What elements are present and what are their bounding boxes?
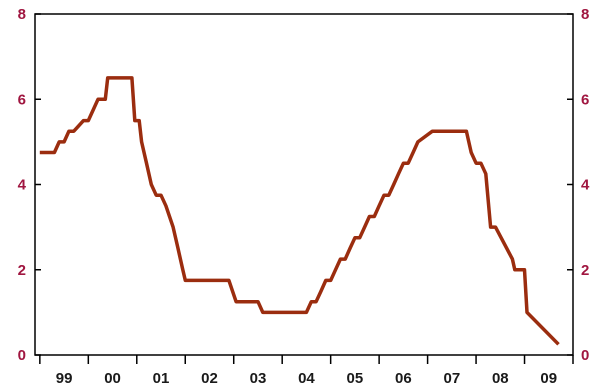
y-axis-left: 0 2 4 6 8 (18, 6, 41, 364)
x-tick-label: 09 (540, 370, 557, 387)
y-axis-right: 0 2 4 6 8 (567, 6, 590, 364)
y-tick-left-label: 6 (18, 91, 26, 108)
series-line (40, 78, 559, 344)
x-tick-label: 08 (492, 370, 509, 387)
x-tick-label: 99 (56, 370, 73, 387)
x-tick-label: 00 (104, 370, 121, 387)
x-tick-label: 05 (347, 370, 364, 387)
y-tick-left-label: 0 (18, 347, 26, 364)
x-axis: 99 00 01 02 03 04 05 06 07 08 09 (40, 355, 573, 387)
y-tick-right-label: 0 (581, 347, 589, 364)
y-tick-right-label: 2 (581, 262, 589, 279)
y-tick-left-label: 2 (18, 262, 26, 279)
y-tick-right-label: 8 (581, 6, 589, 23)
y-tick-left-label: 4 (18, 177, 27, 194)
x-tick-label: 03 (250, 370, 267, 387)
series-layer (40, 78, 559, 344)
y-tick-left-label: 8 (18, 6, 26, 23)
x-tick-label: 06 (395, 370, 412, 387)
x-tick-label: 07 (443, 370, 460, 387)
y-tick-right-label: 4 (581, 177, 590, 194)
x-tick-label: 01 (153, 370, 170, 387)
y-tick-right-label: 6 (581, 91, 589, 108)
plot-frame (35, 14, 573, 355)
x-tick-label: 02 (201, 370, 218, 387)
x-tick-label: 04 (298, 370, 315, 387)
